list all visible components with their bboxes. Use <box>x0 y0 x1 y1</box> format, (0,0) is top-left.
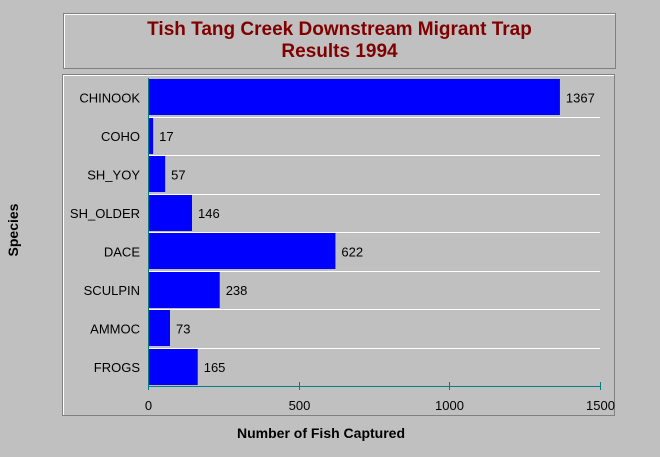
category-label: AMMOC <box>90 321 140 336</box>
data-label: 73 <box>176 321 190 336</box>
data-label: 17 <box>159 129 173 144</box>
data-label: 146 <box>198 206 220 221</box>
data-label: 622 <box>341 244 363 259</box>
data-label: 57 <box>171 167 185 182</box>
chart-title-line-1: Tish Tang Creek Downstream Migrant Trap <box>147 19 532 40</box>
x-axis-title: Number of Fish Captured <box>236 425 406 441</box>
category-label: COHO <box>101 129 140 144</box>
bar <box>149 156 166 192</box>
bar <box>149 195 192 231</box>
x-tick-label: 0 <box>145 398 152 413</box>
data-label: 1367 <box>566 90 595 105</box>
data-label: 165 <box>204 360 226 375</box>
category-label: FROGS <box>94 360 141 375</box>
data-label: 238 <box>226 283 248 298</box>
category-label: SH_YOY <box>87 167 140 182</box>
bar <box>149 310 170 346</box>
category-label: CHINOOK <box>79 90 140 105</box>
category-label: SCULPIN <box>84 283 140 298</box>
chart-title-box: Tish Tang Creek Downstream Migrant Trap … <box>63 13 616 69</box>
bar <box>149 79 560 115</box>
bar <box>149 349 198 385</box>
y-axis-title: Species <box>5 203 21 257</box>
category-label: SH_OLDER <box>70 206 140 221</box>
x-tick-label: 1000 <box>435 398 464 413</box>
bar <box>149 233 336 269</box>
x-tick-label: 1500 <box>586 398 615 413</box>
bar <box>149 118 154 154</box>
chart-title-line-2: Results 1994 <box>281 41 398 62</box>
category-label: DACE <box>104 244 140 259</box>
bar <box>149 272 220 308</box>
x-tick-label: 500 <box>289 398 311 413</box>
